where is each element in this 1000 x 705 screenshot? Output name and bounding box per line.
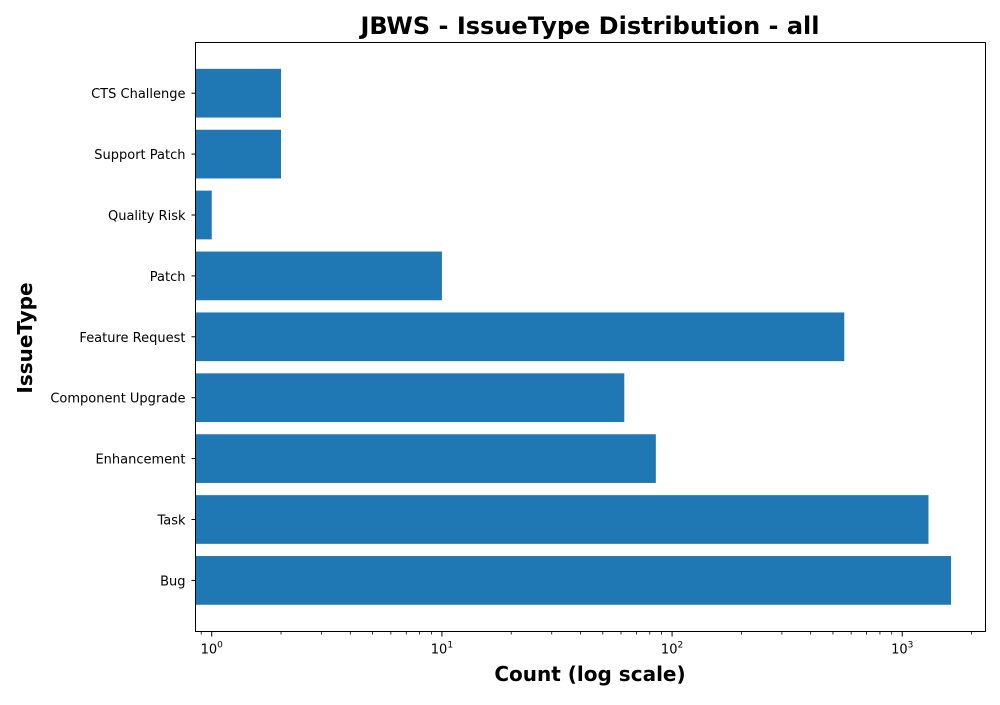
y-tick-label-feature-request: Feature Request	[79, 331, 185, 346]
y-tick-label-component-upgrade: Component Upgrade	[50, 392, 185, 407]
bar-task	[195, 495, 929, 544]
bar-cts-challenge	[195, 68, 282, 118]
plot-frame	[195, 42, 986, 632]
y-tick-label-enhancement: Enhancement	[95, 453, 185, 468]
bar-enhancement	[195, 434, 656, 483]
x-axis-ticks: 100 101 102 103	[201, 631, 972, 658]
bar-feature-request	[195, 312, 845, 362]
y-tick-label-patch: Patch	[150, 270, 186, 285]
bar-bug	[195, 556, 952, 605]
x-axis-label: Count (log scale)	[494, 662, 685, 686]
y-tick-label-support-patch: Support Patch	[94, 148, 185, 163]
y-axis-label: IssueType	[13, 282, 37, 393]
x-tick-label: 102	[661, 641, 683, 658]
y-tick-label-quality-risk: Quality Risk	[108, 209, 186, 224]
bar-patch	[195, 251, 442, 301]
x-tick-label: 100	[201, 641, 224, 658]
bar-support-patch	[195, 129, 282, 179]
y-tick-label-task: Task	[156, 514, 186, 529]
y-tick-label-cts-challenge: CTS Challenge	[91, 87, 185, 102]
y-tick-label-bug: Bug	[160, 574, 185, 589]
x-tick-label: 103	[891, 641, 913, 658]
bars-layer	[195, 68, 952, 605]
chart-title: JBWS - IssueType Distribution - all	[358, 12, 819, 40]
bar-component-upgrade	[195, 373, 625, 423]
x-tick-label: 101	[431, 641, 453, 658]
bar-quality-risk	[195, 190, 212, 240]
y-axis-ticks: Bug Task Enhancement Component Upgrade Featu…	[50, 87, 196, 589]
